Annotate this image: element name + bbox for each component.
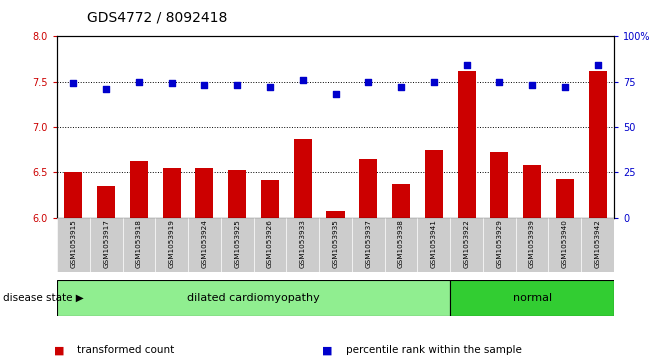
Bar [188,218,221,272]
Bar [491,152,509,218]
Bar [155,218,188,272]
Bar [254,218,287,272]
Bar [261,180,279,218]
Text: GSM1053915: GSM1053915 [70,219,76,268]
Bar [556,179,574,218]
Bar [319,218,352,272]
Point [527,82,537,88]
Bar [417,218,450,272]
Text: GSM1053939: GSM1053939 [529,219,535,268]
Text: dilated cardiomyopathy: dilated cardiomyopathy [187,293,320,303]
Bar [162,168,180,218]
Text: GSM1053922: GSM1053922 [464,219,470,268]
Point [396,84,407,90]
Text: GSM1053924: GSM1053924 [201,219,207,268]
Point [461,62,472,68]
Text: GSM1053942: GSM1053942 [595,219,601,268]
Text: GSM1053918: GSM1053918 [136,219,142,268]
Bar [588,71,607,218]
Text: percentile rank within the sample: percentile rank within the sample [346,345,521,355]
Bar [57,218,90,272]
Text: GSM1053941: GSM1053941 [431,219,437,268]
Point [592,62,603,68]
Point [264,84,275,90]
Bar [581,218,614,272]
Point [363,79,374,85]
Bar [352,218,384,272]
Bar [450,218,483,272]
Bar [523,165,541,218]
Text: GSM1053940: GSM1053940 [562,219,568,268]
Bar [97,186,115,218]
Bar [287,218,319,272]
Text: GDS4772 / 8092418: GDS4772 / 8092418 [87,11,227,25]
Bar [57,280,450,316]
Bar [458,71,476,218]
Bar [221,218,254,272]
Point [560,84,570,90]
Bar [294,139,312,218]
Bar [359,159,377,218]
Bar [90,218,123,272]
Bar [450,280,614,316]
Text: GSM1053925: GSM1053925 [234,219,240,268]
Text: GSM1053937: GSM1053937 [365,219,371,268]
Point [68,81,79,86]
Point [428,79,439,85]
Bar [64,172,83,218]
Point [330,91,341,97]
Bar [384,218,417,272]
Text: transformed count: transformed count [77,345,174,355]
Bar [516,218,548,272]
Text: GSM1053929: GSM1053929 [497,219,503,268]
Text: ■: ■ [322,345,333,355]
Text: GSM1053938: GSM1053938 [398,219,404,268]
Point [232,82,243,88]
Point [297,77,308,83]
Point [199,82,210,88]
Point [494,79,505,85]
Point [134,79,144,85]
Bar [425,150,443,218]
Point [166,81,177,86]
Text: GSM1053933: GSM1053933 [300,219,306,268]
Point [101,86,111,92]
Bar [195,168,213,218]
Text: GSM1053935: GSM1053935 [333,219,338,268]
Bar [123,218,155,272]
Bar [392,184,410,218]
Bar [130,160,148,218]
Text: ■: ■ [54,345,64,355]
Text: normal: normal [513,293,552,303]
Text: GSM1053919: GSM1053919 [168,219,174,268]
Bar [228,170,246,218]
Bar [548,218,581,272]
Bar [483,218,516,272]
Text: GSM1053917: GSM1053917 [103,219,109,268]
Text: disease state ▶: disease state ▶ [3,293,84,303]
Bar [327,211,344,218]
Text: GSM1053926: GSM1053926 [267,219,273,268]
